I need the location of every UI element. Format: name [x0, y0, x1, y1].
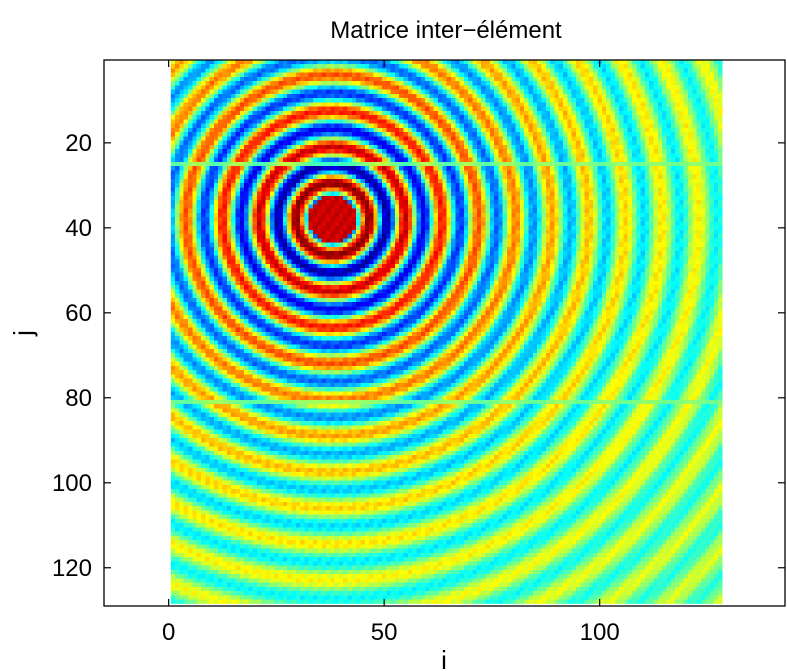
x-tick-label: 100 — [580, 619, 620, 646]
y-axis: 20 40 60 80 100 120 — [52, 130, 785, 582]
y-tick-label: 20 — [65, 130, 92, 157]
heatmap-cells — [170, 60, 723, 604]
plot-frame — [103, 59, 786, 607]
y-axis-label: j — [8, 330, 38, 337]
y-tick-label: 60 — [65, 300, 92, 327]
y-tick-label: 100 — [52, 470, 92, 497]
x-tick-label: 50 — [371, 619, 398, 646]
y-tick-label: 40 — [65, 215, 92, 242]
heatmap-image — [170, 60, 723, 604]
chart-title: Matrice inter−élément — [330, 17, 562, 44]
x-axis-label: i — [441, 645, 447, 671]
x-axis: 0 50 100 — [162, 60, 620, 646]
x-tick-label: 0 — [162, 619, 175, 646]
y-tick-label: 120 — [52, 555, 92, 582]
y-tick-label: 80 — [65, 385, 92, 412]
